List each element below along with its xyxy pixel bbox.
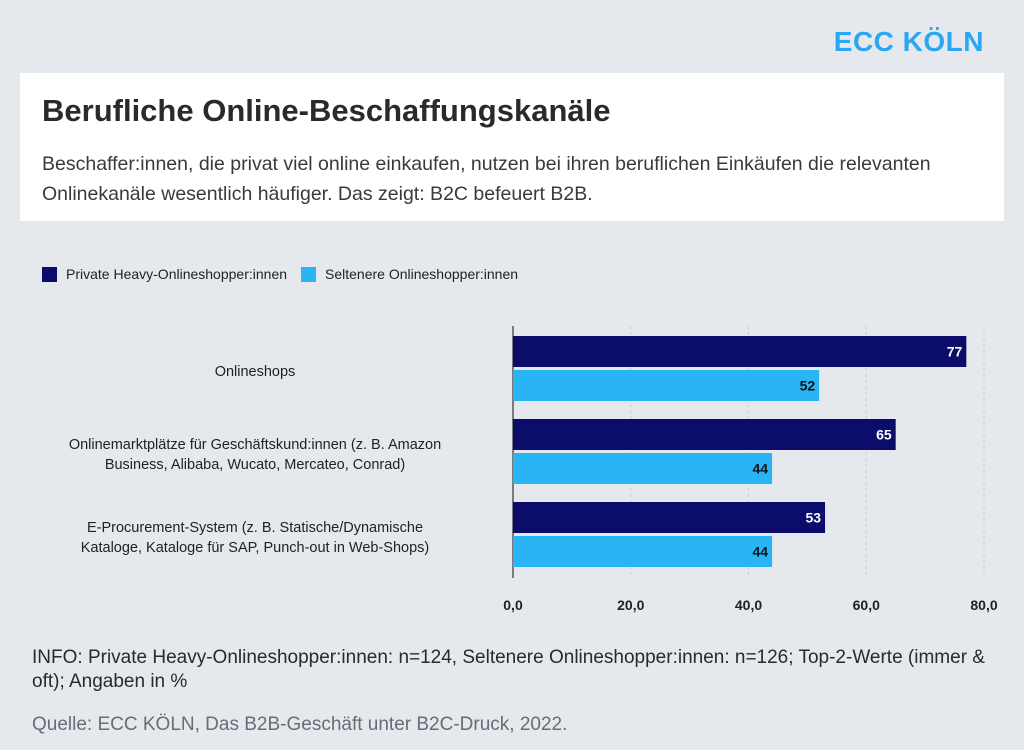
bar-value-label: 53 (805, 510, 821, 526)
bar-value-label: 44 (752, 461, 768, 477)
category-label-line: Onlinemarktplätze für Geschäftskund:inne… (68, 437, 442, 453)
bar-heavy (513, 336, 967, 367)
category-label-marktplaetze: Onlinemarktplätze für Geschäftskund:inne… (10, 435, 500, 475)
chart-subtitle: Beschaffer:innen, die privat viel online… (42, 153, 931, 205)
brand-logo: ECC KÖLN (833, 26, 984, 57)
category-label-line: E-Procurement-System (z. B. Statische/Dy… (86, 520, 424, 536)
legend-label-heavy: Private Heavy-Onlineshopper:innen (66, 266, 288, 282)
source-note: Quelle: ECC KÖLN, Das B2B-Geschäft unter… (32, 714, 568, 735)
category-label-line: Kataloge, Kataloge für SAP, Punch-out in… (80, 540, 430, 556)
legend-label-seltene: Seltenere Onlineshopper:innen (325, 266, 519, 282)
bar-heavy (513, 419, 896, 450)
legend-item-seltene: Seltenere Onlineshopper:innen (301, 266, 518, 282)
bar-value-label: 44 (752, 544, 768, 560)
header-card: Berufliche Online-Beschaffungskanäle Bes… (20, 73, 1004, 221)
legend-swatch-heavy (42, 266, 57, 282)
bar-value-label: 77 (947, 344, 963, 360)
bar-value-label: 65 (876, 427, 892, 443)
bar-seltene (513, 370, 820, 401)
x-tick-label: 80,0 (970, 597, 997, 613)
bar-heavy (513, 502, 826, 533)
x-tick-label: 60,0 (853, 597, 880, 613)
legend-item-heavy: Private Heavy-Onlineshopper:innen (42, 266, 287, 282)
bar-seltene (513, 453, 773, 484)
category-label-line: Onlineshops (214, 364, 296, 380)
legend-swatch-seltene (301, 266, 317, 282)
x-tick-label: 0,0 (503, 597, 523, 613)
bar-value-label: 52 (800, 378, 816, 394)
bar-chart: 0,0 20,0 40,0 60,0 80,0 77 52 65 44 53 44 (503, 326, 998, 613)
category-label-onlineshops: Onlineshops (10, 362, 500, 382)
bar-seltene (513, 536, 773, 567)
x-tick-label: 40,0 (735, 597, 762, 613)
category-label-eprocurement: E-Procurement-System (z. B. Statische/Dy… (10, 518, 500, 558)
x-tick-label: 20,0 (617, 597, 644, 613)
info-note: INFO: Private Heavy-Onlineshopper:innen:… (32, 647, 985, 692)
category-label-line: Business, Alibaba, Wucato, Mercateo, Con… (104, 457, 406, 473)
chart-title: Berufliche Online-Beschaffungskanäle (42, 93, 611, 128)
legend: Private Heavy-Onlineshopper:innen Selten… (42, 266, 532, 282)
